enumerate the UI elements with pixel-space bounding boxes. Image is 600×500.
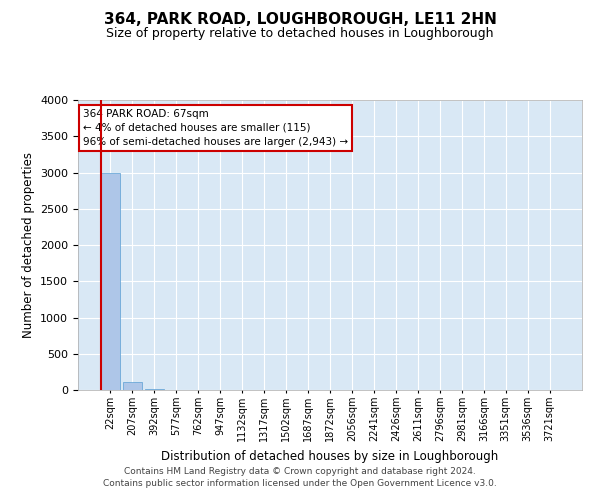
Text: Size of property relative to detached houses in Loughborough: Size of property relative to detached ho… (106, 28, 494, 40)
Text: 364 PARK ROAD: 67sqm
← 4% of detached houses are smaller (115)
96% of semi-detac: 364 PARK ROAD: 67sqm ← 4% of detached ho… (83, 108, 348, 146)
Bar (101, 172, 119, 390)
Y-axis label: Number of detached properties: Number of detached properties (22, 152, 35, 338)
Bar (123, 382, 142, 390)
Text: Distribution of detached houses by size in Loughborough: Distribution of detached houses by size … (161, 450, 499, 463)
Text: Contains HM Land Registry data © Crown copyright and database right 2024.
Contai: Contains HM Land Registry data © Crown c… (103, 466, 497, 487)
Text: 364, PARK ROAD, LOUGHBOROUGH, LE11 2HN: 364, PARK ROAD, LOUGHBOROUGH, LE11 2HN (104, 12, 496, 28)
